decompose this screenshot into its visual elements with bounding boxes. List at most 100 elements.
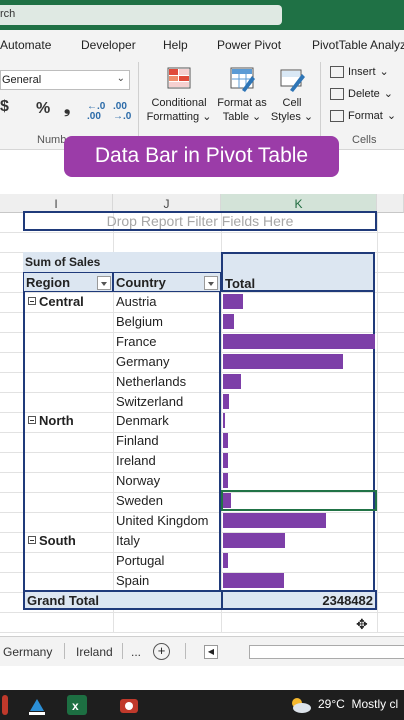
sheet-tab-ireland[interactable]: Ireland bbox=[76, 645, 113, 659]
ribbon-separator bbox=[138, 62, 139, 146]
cell-styles-icon bbox=[278, 66, 306, 92]
tab-automate[interactable]: Automate bbox=[0, 38, 52, 52]
tab-power-pivot[interactable]: Power Pivot bbox=[217, 38, 282, 52]
scroll-left-icon[interactable]: ◀ bbox=[204, 645, 218, 659]
selected-cell[interactable] bbox=[221, 490, 377, 511]
country-label[interactable]: Germany bbox=[116, 353, 170, 369]
data-bar bbox=[223, 313, 234, 329]
format-label: Format bbox=[348, 109, 383, 122]
report-filter-drop-zone[interactable]: Drop Report Filter Fields Here bbox=[23, 211, 377, 231]
country-label[interactable]: United Kingdom bbox=[116, 512, 209, 528]
windows-taskbar: x 29°C Mostly cl bbox=[0, 690, 404, 720]
country-label[interactable]: Norway bbox=[116, 473, 161, 489]
more-sheets-button[interactable]: ... bbox=[131, 645, 142, 659]
country-label[interactable]: Netherlands bbox=[116, 373, 187, 389]
delete-label: Delete bbox=[348, 87, 380, 100]
region-label[interactable]: North bbox=[28, 413, 74, 433]
insert-cells-icon bbox=[330, 65, 344, 78]
cells-group-label: Cells bbox=[352, 134, 377, 146]
svg-text:x: x bbox=[72, 699, 79, 713]
weather-condition: Mostly cl bbox=[351, 697, 399, 711]
data-bar bbox=[223, 393, 229, 409]
taskbar-app-icon[interactable] bbox=[2, 695, 8, 715]
country-label[interactable]: Ireland bbox=[116, 453, 156, 469]
country-label[interactable]: Spain bbox=[116, 572, 150, 588]
horizontal-scrollbar[interactable] bbox=[249, 645, 404, 659]
country-label[interactable]: Sweden bbox=[116, 493, 163, 508]
region-text: South bbox=[39, 532, 76, 548]
data-bar bbox=[223, 552, 228, 568]
country-label[interactable]: Portugal bbox=[116, 552, 165, 568]
data-bar bbox=[223, 353, 343, 369]
conditional-formatting-label-2: Formatting ⌄ bbox=[146, 111, 212, 123]
country-label[interactable]: Austria bbox=[116, 294, 157, 309]
chevron-down-icon: ⌄ bbox=[116, 73, 125, 84]
comma-style-button[interactable]: ❟ bbox=[64, 100, 71, 117]
data-bar bbox=[223, 512, 326, 528]
percent-style-button[interactable]: % bbox=[36, 100, 51, 117]
data-bar bbox=[223, 572, 284, 588]
total-column-header: Total bbox=[221, 252, 375, 292]
currency-format-button[interactable]: $ bbox=[0, 98, 9, 115]
sheet-tab-germany[interactable]: Germany bbox=[3, 645, 53, 659]
delete-cells-icon bbox=[330, 87, 344, 100]
region-text: North bbox=[39, 413, 74, 429]
cell-styles-label-2: Styles ⌄ bbox=[270, 111, 314, 123]
format-as-table-button[interactable]: Format as Table ⌄ bbox=[214, 66, 270, 124]
values-header-label: Sum of Sales bbox=[25, 255, 101, 269]
format-as-table-label-2: Table ⌄ bbox=[222, 111, 262, 123]
grand-total-row: Grand Total 2348482 bbox=[23, 590, 377, 610]
add-sheet-button[interactable]: + bbox=[153, 643, 170, 660]
country-label[interactable]: Denmark bbox=[116, 413, 169, 429]
format-as-table-label-1: Format as bbox=[217, 97, 267, 109]
weather-icon bbox=[288, 694, 312, 716]
data-bar bbox=[223, 493, 231, 508]
banner-text: Data Bar in Pivot Table bbox=[94, 144, 309, 167]
data-bar bbox=[223, 453, 228, 469]
country-header-label: Country bbox=[116, 275, 166, 290]
increase-decimal-button[interactable]: ←.0 .00 bbox=[87, 101, 106, 122]
format-cells-button[interactable]: Format ⌄ bbox=[330, 109, 396, 122]
number-format-value: General bbox=[2, 74, 42, 86]
excel-icon[interactable]: x bbox=[67, 695, 87, 715]
move-cursor-icon: ✥ bbox=[356, 616, 368, 632]
data-bar bbox=[223, 413, 225, 429]
weather-text[interactable]: 29°C Mostly cl bbox=[318, 697, 398, 711]
tab-pivottable-analyze[interactable]: PivotTable Analyz bbox=[312, 38, 404, 52]
ribbon-separator bbox=[320, 62, 321, 146]
format-cells-icon bbox=[330, 109, 344, 122]
conditional-formatting-button[interactable]: Conditional Formatting ⌄ bbox=[146, 66, 212, 124]
ribbon: General ⌄ $ % ❟ ←.0 .00 .00 →.0 Numb Con… bbox=[0, 58, 404, 150]
number-format-select[interactable]: General ⌄ bbox=[0, 70, 130, 90]
country-label[interactable]: Italy bbox=[116, 532, 140, 548]
data-bar bbox=[223, 433, 228, 449]
country-header: Country bbox=[113, 272, 221, 292]
cell-styles-button[interactable]: Cell Styles ⌄ bbox=[270, 66, 314, 124]
format-as-table-icon bbox=[228, 66, 256, 92]
screen-recorder-icon[interactable] bbox=[118, 695, 138, 715]
country-label[interactable]: Belgium bbox=[116, 313, 163, 329]
decrease-decimal-button[interactable]: .00 →.0 bbox=[113, 101, 132, 122]
temperature: 29°C bbox=[318, 697, 345, 711]
collapse-icon[interactable] bbox=[28, 535, 36, 544]
search-box[interactable]: rch bbox=[0, 5, 282, 25]
region-filter-dropdown[interactable] bbox=[97, 276, 111, 290]
region-label[interactable]: South bbox=[28, 533, 76, 553]
tab-help[interactable]: Help bbox=[163, 38, 188, 52]
cell-styles-label-1: Cell bbox=[282, 97, 302, 109]
grand-total-label: Grand Total bbox=[27, 593, 99, 608]
tab-developer[interactable]: Developer bbox=[81, 38, 136, 52]
collapse-icon[interactable] bbox=[28, 416, 36, 425]
delete-cells-button[interactable]: Delete ⌄ bbox=[330, 87, 393, 100]
taskbar-app-icon[interactable] bbox=[26, 695, 46, 715]
region-header: Region bbox=[23, 272, 113, 292]
country-label[interactable]: France bbox=[116, 333, 157, 349]
country-filter-dropdown[interactable] bbox=[204, 276, 218, 290]
ribbon-tabs: Automate Developer Help Power Pivot Pivo… bbox=[0, 30, 404, 58]
column-header-next[interactable] bbox=[377, 194, 404, 213]
country-label[interactable]: Finland bbox=[116, 433, 159, 449]
insert-cells-button[interactable]: Insert ⌄ bbox=[330, 65, 389, 78]
collapse-icon[interactable] bbox=[28, 297, 36, 305]
country-label[interactable]: Switzerland bbox=[116, 393, 184, 409]
region-label[interactable]: Central bbox=[28, 294, 84, 314]
